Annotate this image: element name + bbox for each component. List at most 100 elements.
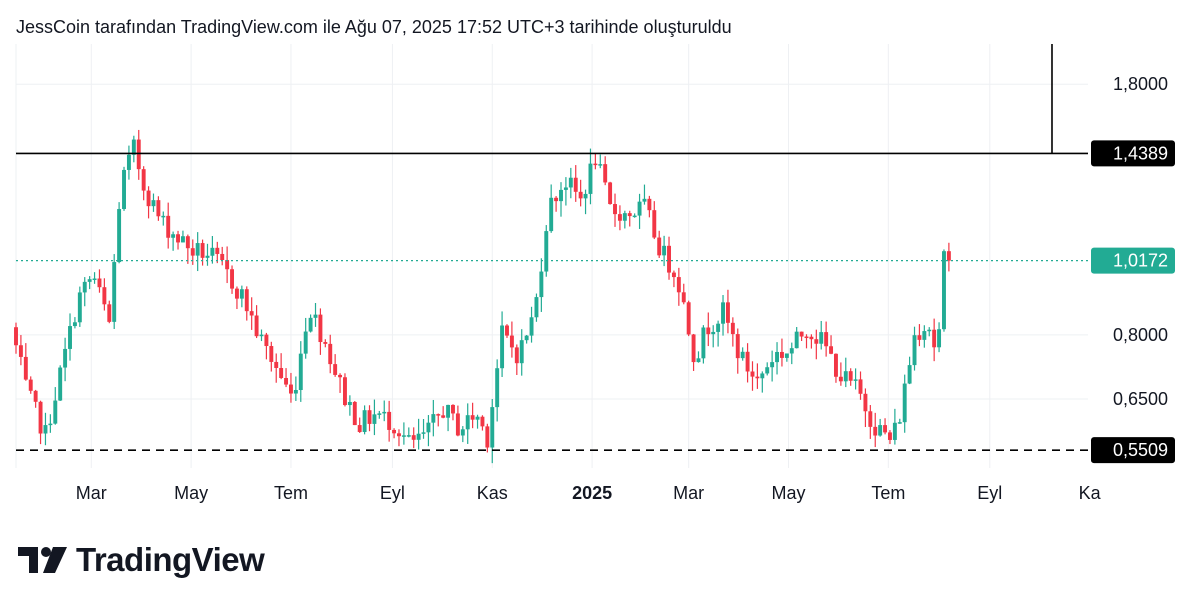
candle-body — [333, 364, 338, 375]
candle-body — [799, 331, 804, 337]
candle-body — [392, 429, 397, 434]
x-axis-tick-label: Eyl — [380, 483, 405, 503]
candle-body — [568, 177, 573, 188]
tradingview-logo-icon — [18, 547, 67, 573]
candle-body — [426, 422, 431, 433]
candle-body — [529, 317, 534, 336]
candle-body — [421, 432, 426, 434]
x-axis-tick-label: Tem — [274, 483, 308, 503]
candle-body — [166, 215, 171, 238]
candle-body — [730, 322, 735, 335]
candle-body — [382, 411, 387, 414]
x-axis-tick-label: May — [174, 483, 208, 503]
y-axis-tick-label: 0,6500 — [1113, 389, 1168, 409]
candle-body — [647, 198, 652, 211]
candle-body — [917, 335, 922, 340]
candle-body — [323, 342, 328, 344]
candle-body — [725, 302, 730, 323]
candle-body — [755, 376, 760, 379]
candle-body — [313, 314, 318, 318]
candle-body — [485, 426, 490, 448]
candle-body — [122, 169, 126, 210]
candle-body — [68, 326, 72, 349]
candle-body — [185, 236, 190, 249]
candle-body — [509, 335, 514, 348]
candle-body — [343, 377, 347, 406]
x-axis-tick-label: Mar — [76, 483, 107, 503]
candle-body — [53, 400, 58, 424]
candle-body — [613, 204, 617, 215]
candle-body — [372, 414, 377, 424]
candle-body — [239, 289, 244, 299]
candle-body — [436, 414, 441, 416]
candle-body — [534, 297, 539, 318]
candle-body — [794, 331, 799, 349]
candle-body — [824, 332, 829, 347]
support-badge-label: 0,5509 — [1113, 440, 1168, 460]
candle-body — [706, 327, 711, 335]
candle-body — [279, 367, 284, 378]
candle-body — [505, 325, 509, 336]
candle-body — [397, 433, 401, 437]
levels-layer — [16, 44, 1088, 451]
candle-body — [136, 139, 141, 170]
candles-layer — [14, 129, 951, 464]
candle-body — [112, 262, 117, 322]
candle-body — [833, 353, 838, 377]
candle-body — [33, 390, 38, 402]
candle-body — [126, 154, 131, 170]
candle-body — [863, 393, 868, 412]
support-badge — [1091, 437, 1175, 464]
candle-body — [401, 435, 406, 437]
candle-body — [303, 331, 308, 354]
candle-body — [711, 331, 716, 335]
candle-body — [205, 255, 210, 258]
candle-body — [883, 425, 888, 433]
candle-body — [632, 215, 637, 218]
candle-body — [441, 415, 446, 418]
candle-body — [686, 302, 691, 335]
candle-body — [43, 425, 48, 434]
candle-body — [97, 278, 102, 288]
candle-body — [195, 243, 200, 256]
candle-body — [431, 414, 436, 423]
candle-body — [760, 373, 765, 379]
current-price-badge — [1091, 247, 1175, 274]
candle-body — [254, 315, 259, 337]
candle-body — [524, 335, 529, 341]
candle-body — [681, 292, 686, 303]
tradingview-brand[interactable]: TradingView — [18, 541, 265, 579]
candle-body — [563, 187, 568, 190]
candle-body — [888, 432, 892, 440]
candle-body — [28, 379, 33, 391]
candle-body — [411, 435, 416, 440]
candle-body — [406, 435, 411, 437]
candle-body — [583, 193, 588, 199]
candle-body — [554, 197, 559, 202]
candle-body — [475, 416, 480, 420]
resistance-badge-label: 1,4389 — [1113, 143, 1168, 163]
candle-body — [225, 260, 230, 270]
grid-layer — [15, 44, 1088, 468]
candle-body — [180, 236, 185, 243]
candle-body — [269, 346, 274, 362]
candle-body — [735, 334, 740, 359]
candle-body — [367, 410, 372, 424]
axes-layer: 1,8000 0,8000 0,6500 1,4389 1,0172 0,5509 Mar M… — [76, 74, 1175, 503]
candle-body — [804, 336, 809, 339]
candle-body — [922, 331, 927, 340]
candle-body — [716, 323, 721, 332]
candle-body — [598, 164, 603, 166]
candle-body — [819, 332, 824, 344]
candle-body — [671, 272, 676, 278]
candle-body — [912, 335, 917, 366]
candle-body — [701, 327, 706, 359]
candle-body — [937, 329, 942, 348]
candle-body — [721, 302, 725, 324]
candle-body — [259, 334, 264, 337]
candle-body — [858, 379, 863, 394]
candle-body — [490, 407, 495, 448]
candle-body — [549, 197, 554, 232]
tradingview-wordmark: TradingView — [76, 541, 265, 578]
